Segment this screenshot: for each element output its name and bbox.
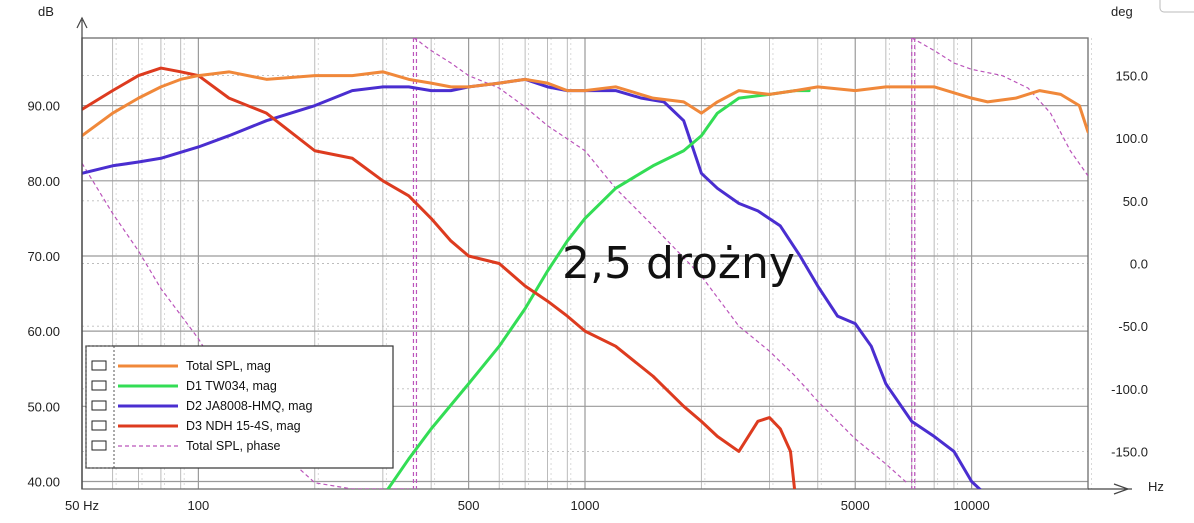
y-left-tick-label: 90.00 [27, 99, 60, 114]
legend-checkbox[interactable] [91, 400, 107, 411]
legend-label: Total SPL, mag [186, 359, 271, 373]
y-right-tick-label: 100.0 [1115, 131, 1148, 146]
legend: Total SPL, mag D1 TW034, mag D2 JA8008-HMQ… [85, 345, 394, 469]
series-line-1 [82, 70, 1088, 138]
y-left-tick-label: 70.00 [27, 249, 60, 264]
y-right-tick-label: 150.0 [1115, 69, 1148, 84]
y-axis-left-arrow [76, 16, 88, 29]
series-line-2 [386, 89, 811, 489]
x-axis-label: Hz [1148, 479, 1164, 494]
y-axis-right-label: deg [1111, 4, 1133, 19]
y-left-tick-label: 80.00 [27, 174, 60, 189]
legend-checkbox[interactable] [91, 360, 107, 371]
axes: 50 Hz 100 500 1000 5000 10000 40.00 50.00 60.00 7… [27, 16, 1148, 513]
x-tick-label: 50 Hz [65, 498, 99, 513]
x-tick-label: 500 [458, 498, 480, 513]
x-tick-label: 1000 [571, 498, 600, 513]
x-tick-label: 10000 [954, 498, 990, 513]
legend-gutter [85, 345, 115, 469]
series-layer [82, 38, 1088, 489]
legend-checkbox[interactable] [91, 380, 107, 391]
y-axis-left-label: dB [38, 4, 54, 19]
legend-label: D2 JA8008-HMQ, mag [186, 399, 312, 413]
chart-annotation: 2,5 drożny [562, 238, 795, 289]
y-right-tick-label: 0.0 [1130, 257, 1148, 272]
legend-checkbox[interactable] [91, 420, 107, 431]
y-left-tick-label: 60.00 [27, 324, 60, 339]
y-right-tick-label: -50.0 [1118, 319, 1148, 334]
y-left-tick-label: 50.00 [27, 399, 60, 414]
x-tick-label: 100 [188, 498, 210, 513]
y-right-tick-label: -100.0 [1111, 382, 1148, 397]
series-line-3 [82, 77, 982, 489]
x-axis-arrow [1113, 483, 1130, 495]
corner-widget[interactable] [1159, 0, 1194, 13]
x-tick-label: 5000 [841, 498, 870, 513]
series-total-spl-phase-line [911, 38, 1088, 177]
y-right-tick-label: 50.0 [1123, 194, 1148, 209]
legend-label: D3 NDH 15-4S, mag [186, 419, 301, 433]
legend-label: Total SPL, phase [186, 439, 281, 453]
legend-label: D1 TW034, mag [186, 379, 277, 393]
legend-checkbox[interactable] [91, 440, 107, 451]
y-left-tick-label: 40.00 [27, 474, 60, 489]
y-right-tick-label: -150.0 [1111, 444, 1148, 459]
